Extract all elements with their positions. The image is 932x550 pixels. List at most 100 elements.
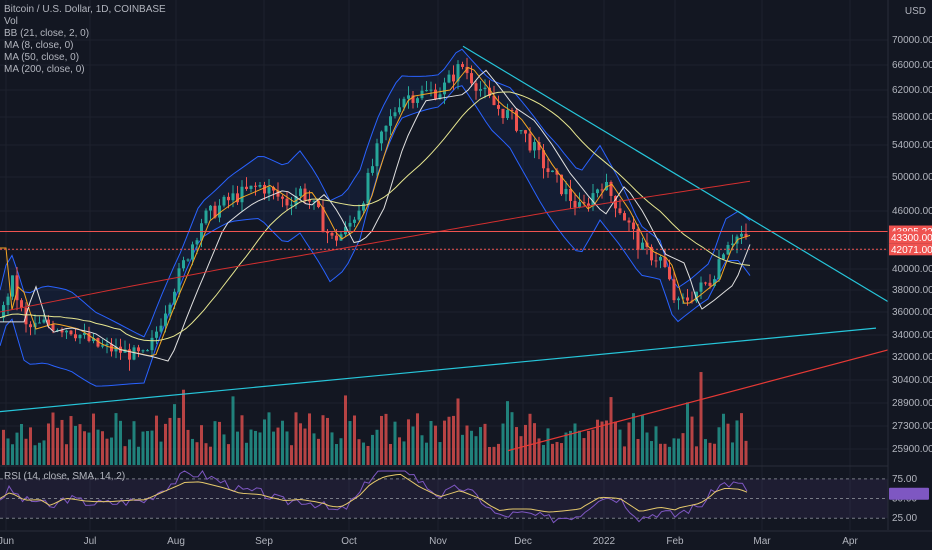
candle-body xyxy=(708,282,712,286)
volume-bar xyxy=(339,438,343,465)
volume-bar xyxy=(240,415,244,465)
volume-bar xyxy=(591,429,595,465)
volume-bar xyxy=(276,427,280,465)
indicator-vol[interactable]: Vol xyxy=(4,16,18,27)
volume-bar xyxy=(272,431,275,465)
time-tick-label: Nov xyxy=(429,536,447,547)
volume-bar xyxy=(393,421,397,465)
time-tick-label: Feb xyxy=(666,536,684,547)
indicator-ma8[interactable]: MA (8, close, 0) xyxy=(4,40,74,51)
candle-body xyxy=(677,298,680,301)
candle-body xyxy=(641,242,644,250)
candle-body xyxy=(245,186,248,189)
volume-bar xyxy=(551,443,554,465)
candle-body xyxy=(704,282,707,284)
volume-bar xyxy=(204,443,208,465)
volume-bar xyxy=(168,417,172,465)
volume-bar xyxy=(456,398,460,465)
trendlines xyxy=(0,45,932,452)
candle-body xyxy=(29,324,32,328)
candle-body xyxy=(672,279,676,301)
volume-bar xyxy=(209,446,212,465)
price-tick-label: 58000.00 xyxy=(892,112,932,123)
chart-title[interactable]: Bitcoin / U.S. Dollar, 1D, COINBASE xyxy=(4,4,166,15)
currency-label[interactable]: USD xyxy=(904,6,926,17)
candle-body xyxy=(182,260,185,269)
rsi-legend[interactable]: RSI (14, close, SMA, 14, 2) xyxy=(4,471,126,482)
volume-bar xyxy=(474,436,478,465)
volume-bar xyxy=(42,440,46,465)
volume-bar xyxy=(555,441,559,465)
volume-bar xyxy=(645,432,649,465)
volume-bar xyxy=(213,421,217,465)
volume-bar xyxy=(515,427,518,465)
time-tick-label: Jul xyxy=(84,536,97,547)
time-tick-label: Aug xyxy=(167,536,185,547)
volume-bar xyxy=(146,431,149,465)
volume-bar xyxy=(528,413,532,465)
time-tick-label: Dec xyxy=(514,536,532,547)
volume-bar xyxy=(641,415,644,465)
volume-bar xyxy=(654,426,658,465)
candle-body xyxy=(267,187,271,194)
candle-body xyxy=(699,282,703,292)
candle-body xyxy=(650,246,653,261)
candle-body xyxy=(600,189,604,191)
price-tick-label: 54000.00 xyxy=(892,140,932,151)
candle-body xyxy=(254,185,257,187)
volume-bar xyxy=(659,443,662,465)
candle-body xyxy=(348,222,352,227)
volume-bar xyxy=(479,427,482,465)
volume-bar xyxy=(371,434,374,465)
candle-body xyxy=(213,205,217,218)
candle-body xyxy=(402,98,406,108)
volume-bar xyxy=(578,430,581,465)
volume-bar xyxy=(101,431,104,465)
volume-bar xyxy=(681,433,685,465)
volume-bar xyxy=(492,446,496,465)
volume-bar xyxy=(708,442,712,465)
volume-bar xyxy=(218,421,221,465)
volume-bars xyxy=(2,372,748,465)
candle-body xyxy=(204,210,208,224)
volume-bar xyxy=(263,419,266,465)
candle-body xyxy=(398,107,401,113)
candle-body xyxy=(627,220,631,223)
candle-body xyxy=(78,334,82,339)
candle-body xyxy=(609,181,613,196)
candle-body xyxy=(231,193,235,201)
volume-bar xyxy=(285,431,289,465)
volume-bar xyxy=(78,424,82,465)
indicator-ma50[interactable]: MA (50, close, 0) xyxy=(4,52,80,63)
candle-body xyxy=(177,268,181,292)
candle-body xyxy=(65,330,68,333)
candle-body xyxy=(434,89,437,99)
volume-bar xyxy=(186,429,190,465)
price-tag-bg xyxy=(889,231,932,244)
candle-body xyxy=(6,296,10,306)
volume-bar xyxy=(357,439,361,465)
candle-body xyxy=(335,235,338,241)
volume-bar xyxy=(92,413,95,465)
indicator-bb[interactable]: BB (21, close, 2, 0) xyxy=(4,28,90,39)
volume-bar xyxy=(506,401,509,465)
volume-bar xyxy=(299,423,302,465)
ma50-line xyxy=(0,91,751,342)
indicator-ma200[interactable]: MA (200, close, 0) xyxy=(4,64,85,75)
volume-bar xyxy=(294,412,298,465)
volume-bar xyxy=(29,427,32,465)
volume-bar xyxy=(164,423,167,465)
volume-bar xyxy=(51,412,55,465)
candle-body xyxy=(564,188,568,195)
volume-bar xyxy=(173,404,176,465)
candle-body xyxy=(497,105,500,109)
candle-body xyxy=(60,330,64,333)
volume-bar xyxy=(614,421,617,465)
volume-bar xyxy=(605,420,608,465)
candle-body xyxy=(636,229,640,250)
volume-bar xyxy=(2,429,5,465)
price-axis: 70000.00 66000.00 62000.00 58000.00 54000.00… xyxy=(887,0,932,532)
candle-body xyxy=(15,275,19,301)
